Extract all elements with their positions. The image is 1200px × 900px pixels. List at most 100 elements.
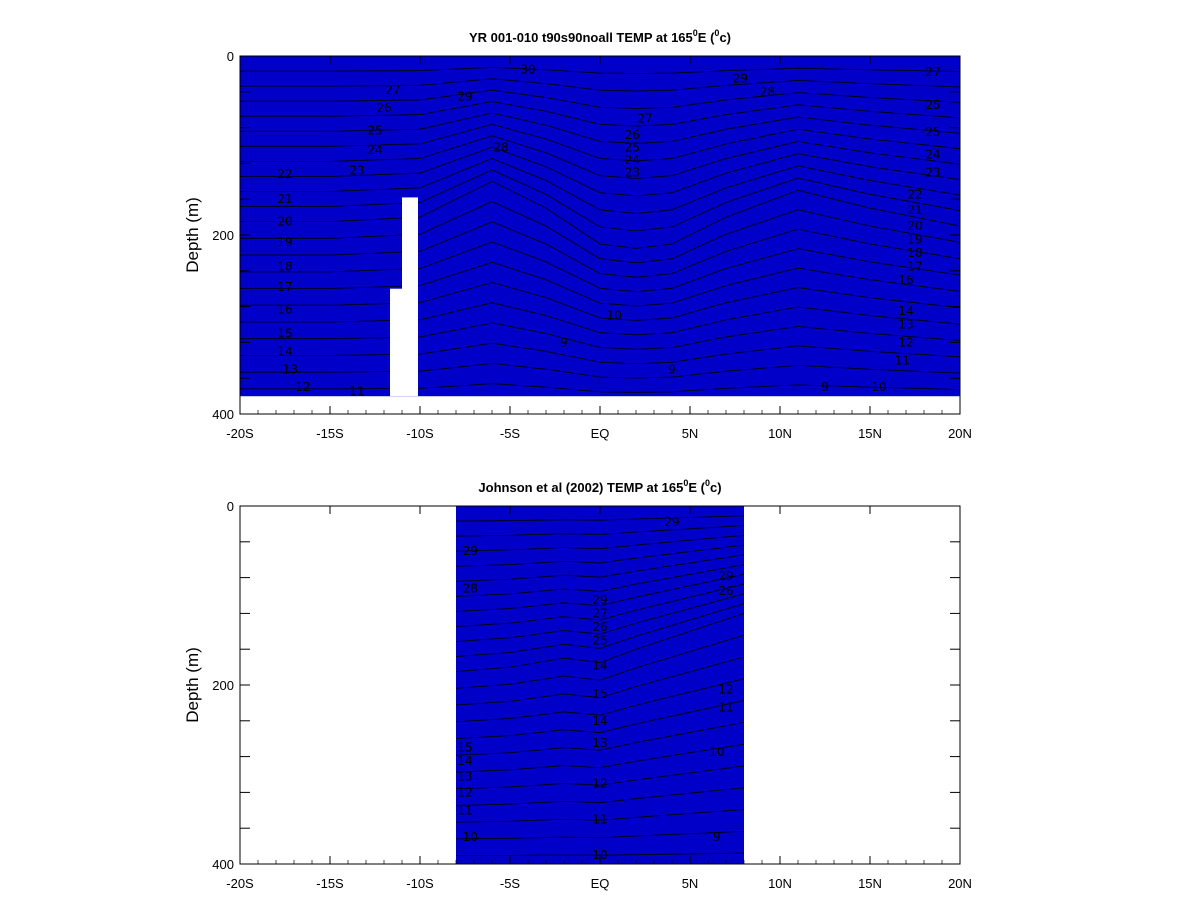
contour-label: 14 <box>457 754 472 768</box>
contour-label: 11 <box>718 700 733 714</box>
contour-label: 23 <box>625 165 640 179</box>
contour-label: 18 <box>907 246 922 260</box>
isotherm-line <box>456 743 744 773</box>
contour-label: 26 <box>376 101 391 115</box>
contour-label: 10 <box>709 745 724 759</box>
y-axis-label: Depth (m) <box>183 647 202 723</box>
isotherm-line <box>456 515 744 522</box>
contour-label: 13 <box>457 769 472 783</box>
isotherm-line <box>240 89 960 109</box>
x-tick-label: -10S <box>406 876 434 891</box>
y-axis-label: Depth (m) <box>183 197 202 273</box>
contour-label: 24 <box>367 143 382 157</box>
isotherm-line <box>456 787 744 806</box>
contour-label: 12 <box>295 380 310 394</box>
contour-label: 21 <box>907 203 922 217</box>
isotherm-line <box>456 765 744 790</box>
contour-label: 12 <box>718 682 733 696</box>
x-tick-label: 10N <box>768 876 792 891</box>
contour-label: 11 <box>895 353 910 367</box>
y-tick-label: 200 <box>212 228 234 243</box>
contour-label: 13 <box>898 318 913 332</box>
isotherm-line <box>240 362 960 379</box>
contour-label: 17 <box>907 259 922 273</box>
chart-title: Johnson et al (2002) TEMP at 1650E (0c) <box>478 478 721 495</box>
y-tick-label: 200 <box>212 678 234 693</box>
contour-label: 9 <box>821 380 829 394</box>
chart-title: YR 001-010 t90s90noall TEMP at 1650E (0c… <box>469 28 731 45</box>
contour-label: 26 <box>592 620 607 634</box>
x-tick-label: -20S <box>226 426 254 441</box>
isotherm-line <box>456 700 744 739</box>
contour-label: 9 <box>668 362 676 376</box>
contour-label: 20 <box>277 215 292 229</box>
contour-label: 15 <box>592 687 607 701</box>
contour-label: 25 <box>625 140 640 154</box>
isotherm-line <box>456 603 744 657</box>
contour-label: 12 <box>592 776 607 790</box>
contour-label: 25 <box>592 633 607 647</box>
y-tick-label: 400 <box>212 407 234 422</box>
contour-label: 15 <box>457 741 472 755</box>
isotherm-line <box>240 302 960 336</box>
contour-label: 23 <box>349 164 364 178</box>
masked-region <box>390 288 404 397</box>
contour-label: 11 <box>592 812 607 826</box>
isotherm-line <box>456 525 744 537</box>
contour-label: 10 <box>592 848 607 862</box>
isotherm-line <box>240 241 960 293</box>
isotherm-line <box>456 593 744 642</box>
contour-label: 14 <box>898 304 913 318</box>
contour-label: 14 <box>277 344 292 358</box>
contour-label: 24 <box>625 153 640 167</box>
contour-label: 10 <box>607 309 622 323</box>
x-tick-label: 5N <box>682 426 699 441</box>
isotherm-line <box>240 169 960 232</box>
contour-label: 29 <box>592 593 607 607</box>
x-tick-label: EQ <box>591 426 610 441</box>
isotherm-line <box>456 830 744 840</box>
contour-label: 9 <box>560 335 568 349</box>
isotherm-line <box>240 383 960 393</box>
x-tick-label: 20N <box>948 426 972 441</box>
x-tick-label: 20N <box>948 876 972 891</box>
contour-label: 25 <box>367 123 382 137</box>
isotherm-line <box>240 146 960 197</box>
temperature-field <box>240 56 960 397</box>
contour-label: 21 <box>277 192 292 206</box>
x-tick-label: 15N <box>858 876 882 891</box>
x-tick-label: -20S <box>226 876 254 891</box>
isotherm-line <box>456 656 744 706</box>
isotherm-line <box>240 342 960 365</box>
isotherm-line <box>240 282 960 321</box>
isotherm-line <box>456 613 744 672</box>
contour-label: 16 <box>898 273 913 287</box>
temperature-field <box>456 506 744 864</box>
contour-label: 10 <box>463 830 478 844</box>
x-tick-label: -15S <box>316 426 344 441</box>
contour-label: 22 <box>277 167 292 181</box>
contour-label: 29 <box>718 569 733 583</box>
contour-label: 14 <box>592 714 607 728</box>
isotherm-line <box>456 564 744 597</box>
isotherm-line <box>456 722 744 756</box>
y-tick-label: 0 <box>227 49 234 64</box>
contour-label: 12 <box>457 785 472 799</box>
contour-label: 25 <box>925 125 940 139</box>
contour-label: 23 <box>925 165 940 179</box>
isotherm-line <box>240 101 960 127</box>
isotherm-line <box>456 534 744 552</box>
x-tick-label: -5S <box>500 426 521 441</box>
contour-label: 17 <box>277 280 292 294</box>
x-tick-label: 15N <box>858 426 882 441</box>
isotherm-line <box>240 322 960 350</box>
x-tick-label: -5S <box>500 876 521 891</box>
x-tick-label: 5N <box>682 876 699 891</box>
contour-label: 28 <box>493 140 508 154</box>
contour-label: 29 <box>664 515 679 529</box>
contour-label: 27 <box>592 606 607 620</box>
isotherm-line <box>456 573 744 612</box>
isotherm-line <box>240 66 960 74</box>
